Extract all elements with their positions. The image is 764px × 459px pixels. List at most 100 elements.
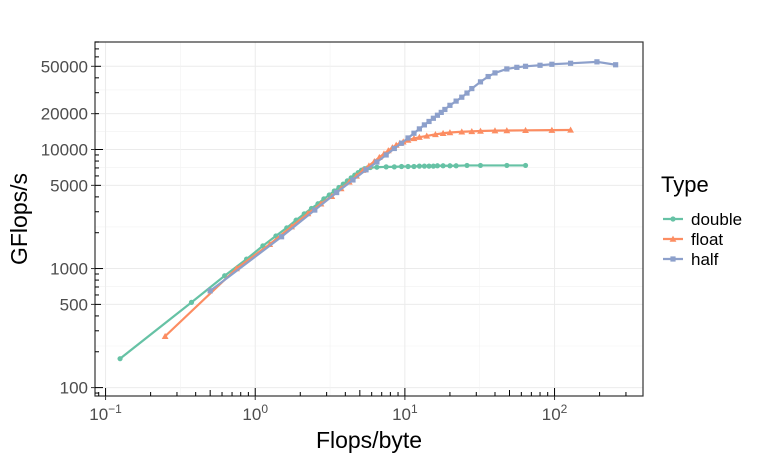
data-point-float	[439, 129, 447, 136]
x-tick-label: 10−1	[89, 402, 122, 424]
data-point-half	[469, 85, 475, 92]
data-point-half	[430, 115, 436, 121]
data-point-double	[374, 164, 380, 170]
legend-key-marker	[670, 256, 676, 262]
y-tick-label: 100	[60, 379, 88, 398]
data-point-half	[594, 59, 600, 65]
data-point-double	[430, 163, 436, 169]
data-point-half	[477, 79, 484, 85]
data-point-half	[549, 61, 555, 67]
data-point-half	[537, 62, 543, 68]
plot-panel	[95, 42, 643, 396]
y-tick-label: 500	[60, 295, 88, 314]
data-point-double	[434, 163, 441, 169]
data-point-half	[613, 62, 619, 68]
data-point-half	[485, 73, 491, 80]
data-point-float	[567, 126, 574, 133]
data-point-half	[453, 98, 459, 104]
y-tick-label: 1000	[50, 260, 88, 279]
data-point-half	[411, 130, 417, 136]
x-axis-title: Flops/byte	[316, 427, 422, 453]
y-tick-label: 50000	[41, 57, 88, 76]
legend-item-double: double	[663, 210, 742, 229]
data-point-float	[432, 130, 439, 138]
data-point-half	[312, 207, 318, 213]
data-point-half	[442, 106, 448, 113]
data-point-half	[434, 112, 441, 118]
data-point-double	[504, 162, 510, 169]
data-point-float	[446, 129, 454, 136]
data-point-float	[548, 126, 556, 133]
data-point-float	[468, 127, 476, 135]
data-point-half	[514, 64, 520, 70]
data-point-float	[161, 332, 169, 339]
data-point-double	[447, 163, 453, 169]
data-point-half	[398, 140, 405, 146]
data-point-half	[522, 63, 529, 69]
data-point-double	[117, 356, 123, 362]
data-point-half	[426, 118, 432, 125]
data-point-half	[391, 145, 397, 152]
legend-key-marker	[670, 216, 676, 222]
data-point-double	[398, 163, 405, 170]
data-point-double	[477, 162, 484, 169]
data-point-half	[383, 152, 389, 158]
data-point-double	[188, 299, 195, 305]
data-point-float	[503, 127, 511, 134]
data-point-double	[522, 162, 529, 169]
data-point-float	[423, 132, 431, 139]
series-half	[207, 59, 619, 294]
data-point-double	[416, 163, 422, 169]
data-point-half	[421, 122, 427, 128]
x-tick-label: 100	[242, 402, 268, 424]
data-point-half	[207, 288, 213, 294]
legend-label: double	[691, 210, 742, 229]
series-layer	[117, 59, 619, 362]
data-point-double	[405, 163, 411, 170]
data-point-double	[421, 163, 427, 169]
y-tick-label: 10000	[41, 141, 88, 160]
data-point-float	[477, 127, 484, 134]
data-point-double	[453, 163, 459, 169]
plot-border	[94, 41, 644, 397]
data-point-double	[383, 164, 389, 170]
data-point-double	[440, 163, 446, 169]
data-point-float	[458, 128, 466, 135]
data-point-double	[464, 162, 470, 169]
legend-key-marker	[669, 235, 677, 242]
y-tick-label: 20000	[41, 105, 88, 124]
y-tick-label: 5000	[50, 176, 88, 195]
data-point-double	[426, 163, 432, 169]
data-point-float	[522, 126, 529, 134]
data-point-double	[411, 163, 417, 170]
data-point-half	[278, 234, 285, 240]
legend-title: Type	[661, 172, 709, 197]
data-point-half	[459, 94, 465, 100]
data-point-float	[410, 134, 418, 142]
data-point-half	[416, 126, 422, 132]
data-point-half	[567, 60, 574, 66]
data-point-half	[464, 90, 470, 96]
data-point-float	[415, 133, 423, 140]
data-point-half	[492, 70, 498, 76]
data-point-half	[405, 135, 411, 141]
data-point-half	[350, 177, 356, 183]
legend-label: float	[691, 230, 723, 249]
data-point-float	[491, 127, 499, 134]
data-point-half	[334, 189, 340, 196]
y-axis-title: GFlops/s	[6, 173, 32, 265]
x-tick-label: 102	[542, 402, 568, 424]
data-point-double	[391, 164, 397, 170]
x-tick-label: 101	[392, 402, 418, 424]
data-point-half	[438, 109, 444, 115]
legend-item-float: float	[663, 230, 723, 249]
data-point-half	[374, 159, 380, 165]
legend-item-half: half	[663, 250, 719, 269]
data-point-half	[447, 102, 453, 108]
legend-label: half	[691, 250, 719, 269]
data-point-half	[504, 66, 510, 72]
